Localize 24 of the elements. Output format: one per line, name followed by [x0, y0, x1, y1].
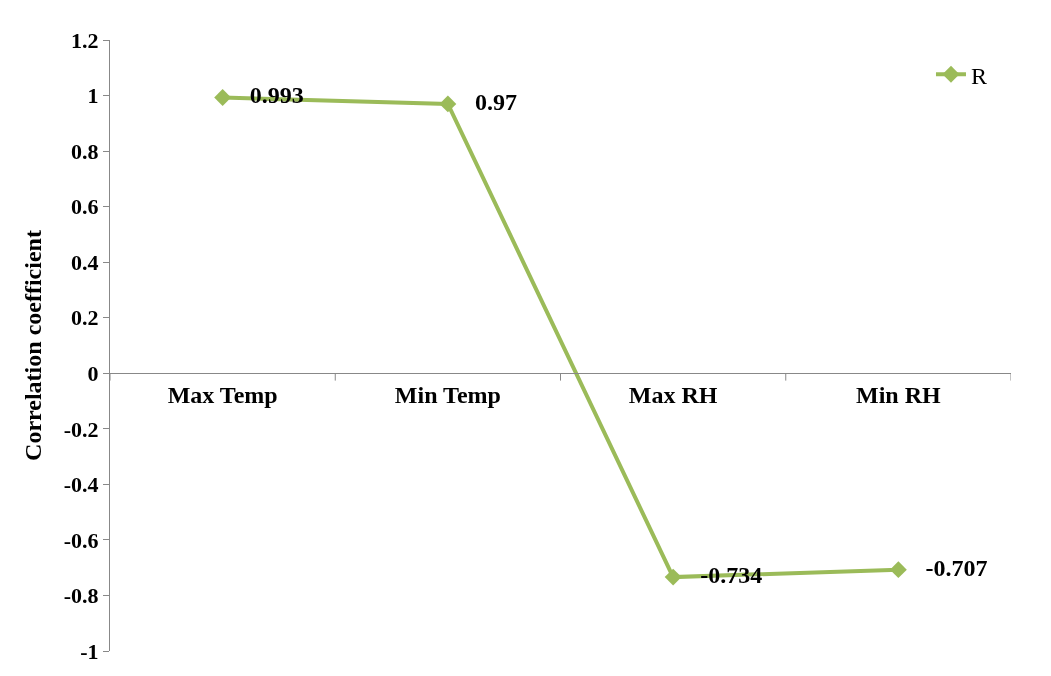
- data-label: 0.97: [475, 88, 518, 115]
- x-tick-label: Min RH: [856, 382, 942, 409]
- x-tick-label: Max RH: [628, 382, 718, 409]
- y-axis-title: Correlation coefficient: [19, 230, 46, 461]
- y-tick-label: -0.2: [63, 416, 99, 442]
- x-tick-label: Min Temp: [394, 382, 501, 409]
- y-tick-label: -0.6: [63, 527, 99, 553]
- y-tick-label: -0.4: [63, 472, 99, 498]
- y-tick-label: 0.6: [71, 194, 99, 220]
- point: [439, 95, 457, 113]
- y-tick-label: 0.2: [71, 305, 99, 331]
- point: [214, 89, 232, 106]
- x-tick-label: Max Temp: [167, 382, 278, 409]
- y-tick-label: 0.4: [71, 249, 99, 275]
- y-tick-label: 0: [87, 360, 99, 386]
- point: [664, 568, 682, 586]
- point: [889, 561, 907, 579]
- y-tick-label: 1: [87, 83, 99, 109]
- y-tick-label: -1: [80, 638, 99, 664]
- legend-label: R: [970, 62, 987, 89]
- data-label: -0.707: [925, 554, 988, 581]
- y-tick-label: 1.2: [71, 27, 99, 53]
- y-tick-label: -0.8: [63, 583, 99, 609]
- y-tick-label: 0.8: [71, 138, 99, 164]
